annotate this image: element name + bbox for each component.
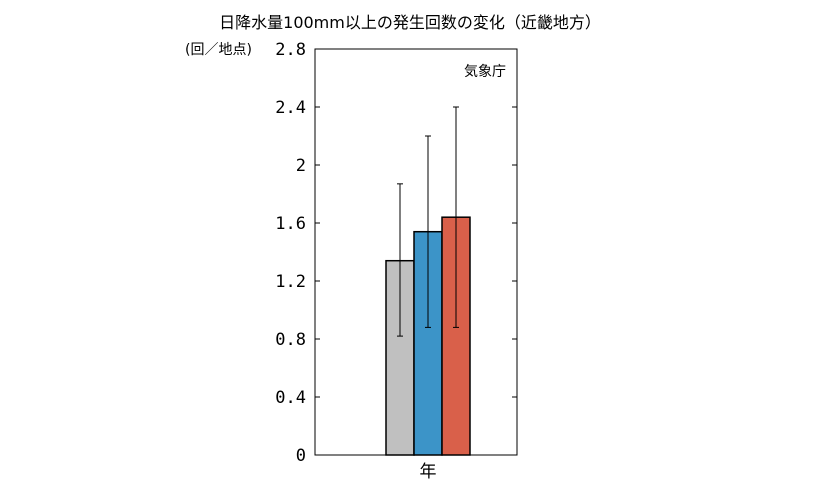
y-axis-label: (回／地点) <box>185 42 252 58</box>
chart-title: 日降水量100mm以上の発生回数の変化（近畿地方） <box>219 13 601 32</box>
plot-frame <box>314 48 518 456</box>
x-axis-categories: 年 <box>420 462 437 482</box>
y-tick-label: 2.4 <box>275 98 306 118</box>
y-tick-label: 1.6 <box>275 214 306 234</box>
y-tick-label: 1.2 <box>275 272 306 292</box>
x-category-label: 年 <box>420 462 437 482</box>
y-axis-ticks: 0 0.4 0.8 1.2 1.6 2 2.4 2.8 <box>275 40 517 466</box>
y-tick-label: 2.8 <box>275 40 306 60</box>
y-tick-label: 0.8 <box>275 330 306 350</box>
y-tick-label: 0.4 <box>275 388 306 408</box>
y-tick-label: 2 <box>296 156 306 176</box>
error-bars <box>397 106 459 337</box>
y-tick-label: 0 <box>296 446 306 466</box>
source-label: 気象庁 <box>464 64 506 80</box>
